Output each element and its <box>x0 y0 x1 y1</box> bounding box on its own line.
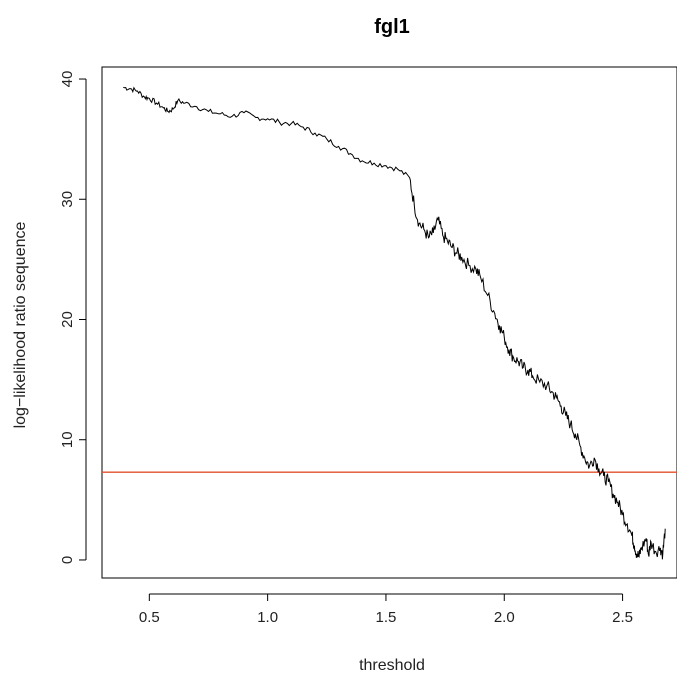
y-tick-label: 20 <box>59 311 76 328</box>
chart-title: fgl1 <box>374 16 410 38</box>
x-axis-label: threshold <box>359 657 425 674</box>
x-axis: 0.5 1.0 1.5 2.0 2.5 <box>139 593 633 626</box>
y-tick-label: 10 <box>59 431 76 448</box>
x-tick-label: 1.0 <box>257 609 278 626</box>
y-axis: 0 10 20 30 40 <box>59 71 87 564</box>
x-tick-label: 0.5 <box>139 609 160 626</box>
x-tick-label: 2.0 <box>494 609 515 626</box>
plot-frame <box>101 66 677 579</box>
series-line <box>123 86 666 560</box>
x-tick-label: 1.5 <box>376 609 397 626</box>
y-tick-label: 40 <box>59 71 76 88</box>
series-layer <box>123 86 666 560</box>
y-tick-label: 30 <box>59 191 76 208</box>
y-tick-label: 0 <box>59 556 76 564</box>
x-tick-label: 2.5 <box>612 609 633 626</box>
y-axis-label: log−likelihood ratio sequence <box>12 221 29 428</box>
